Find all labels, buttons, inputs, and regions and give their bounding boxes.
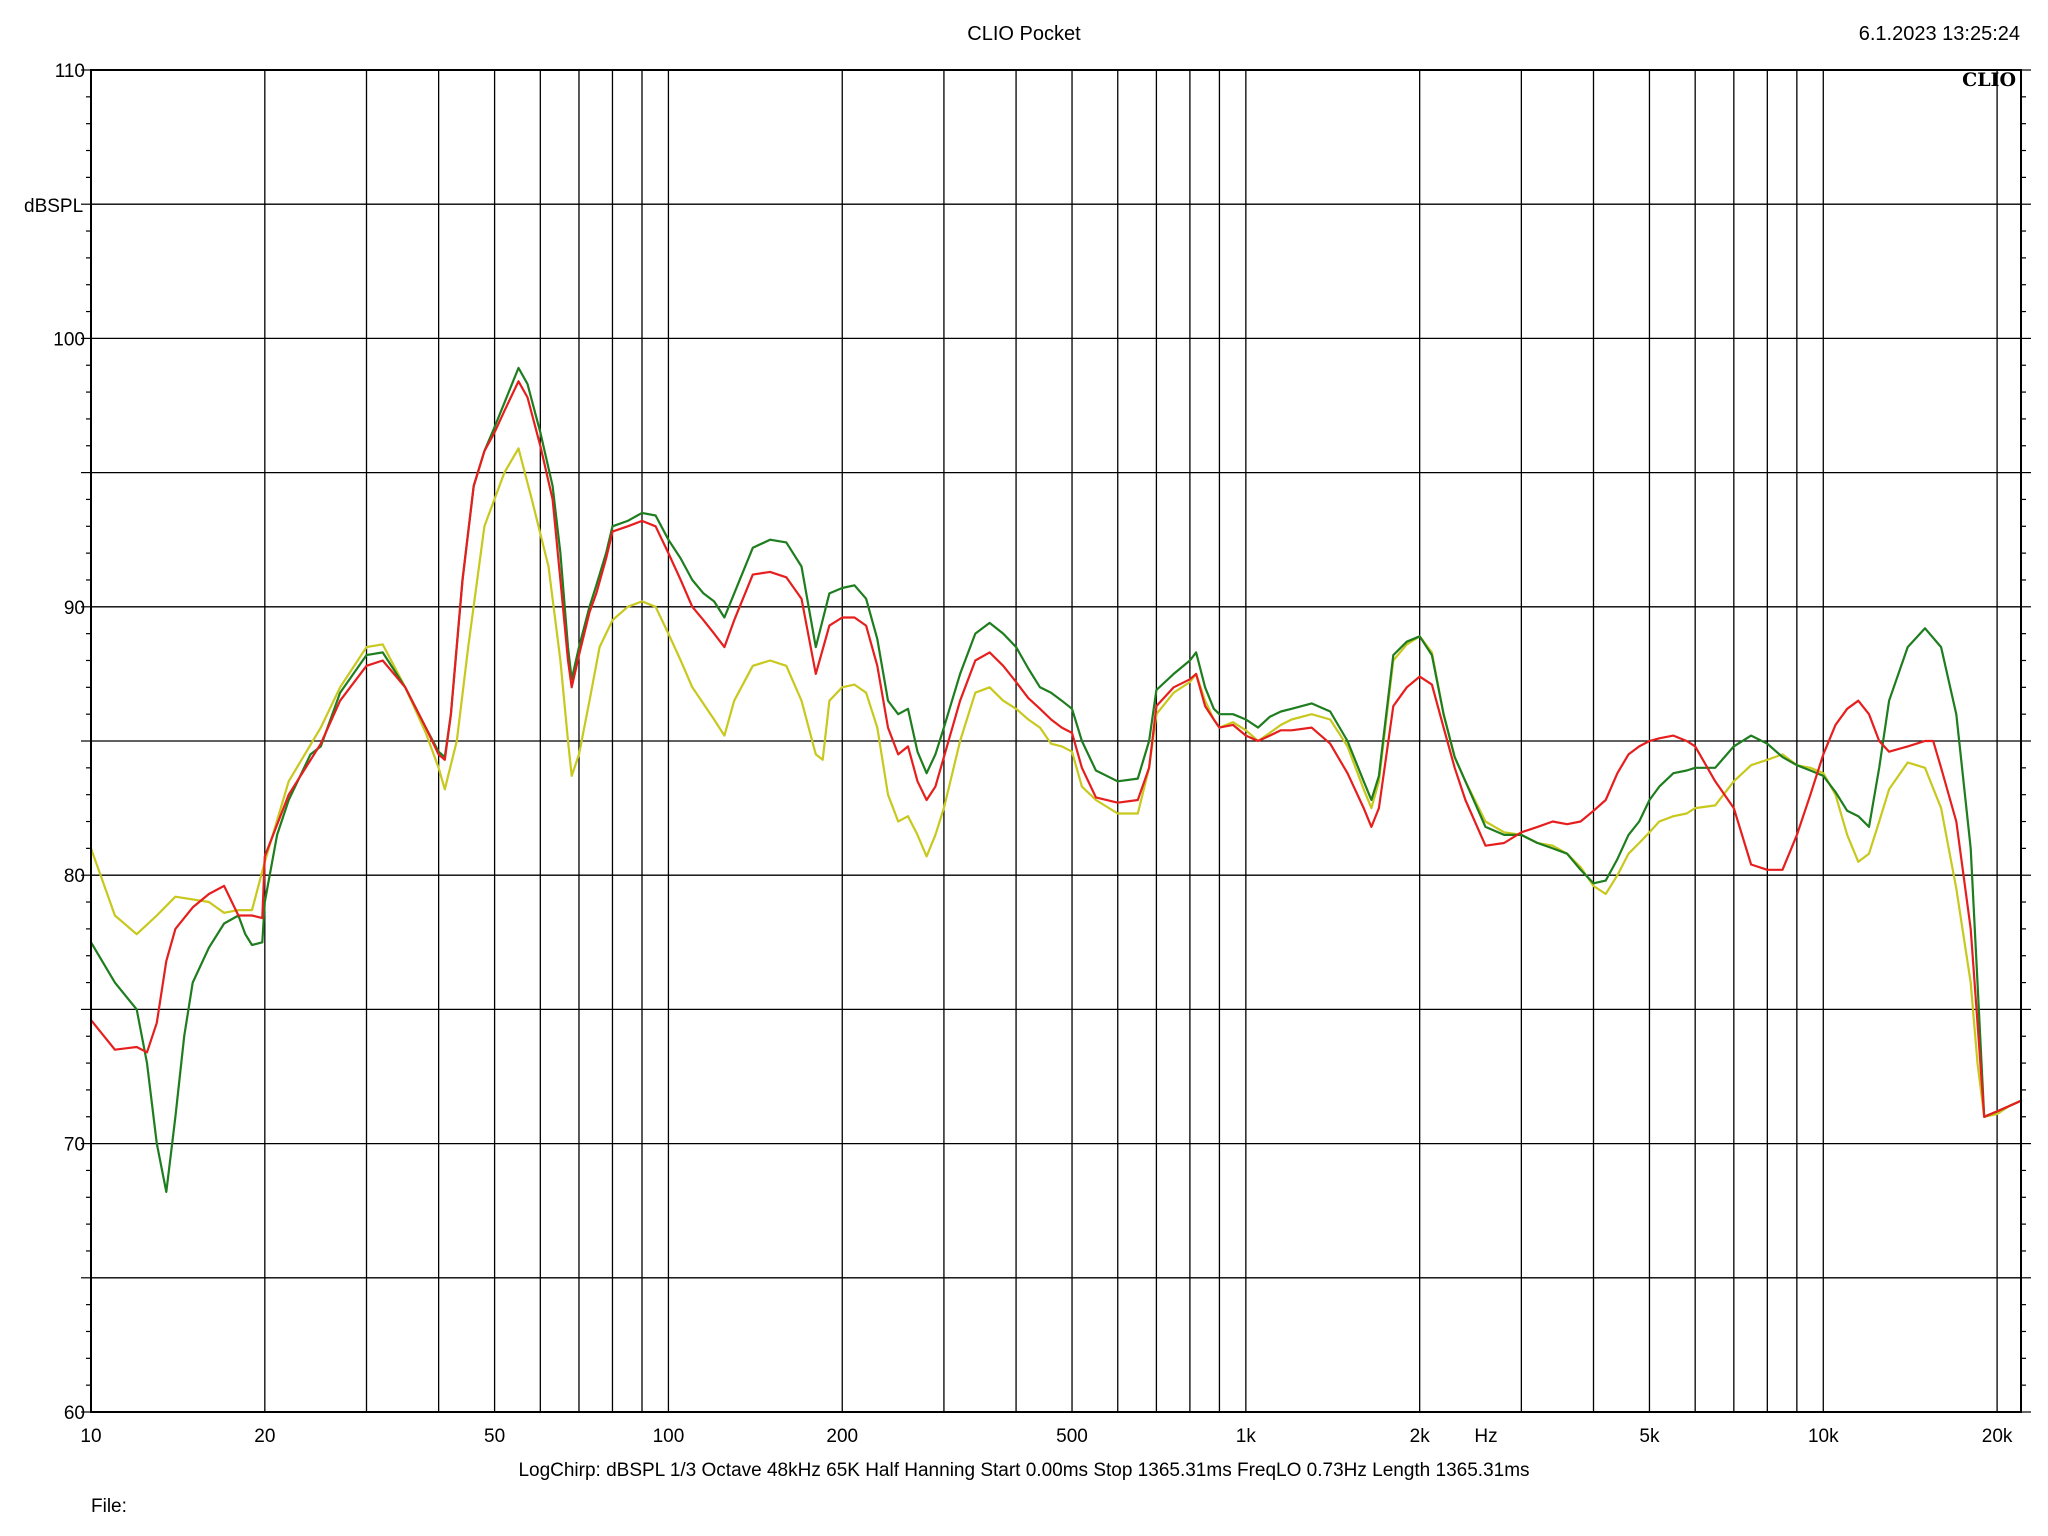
series-line-2 <box>89 380 2023 1118</box>
file-label: File: <box>91 1496 127 1517</box>
chart-title: CLIO Pocket <box>967 23 1081 45</box>
series-line-1 <box>89 366 2023 1193</box>
x-tick-label-200: 200 <box>826 1426 858 1447</box>
x-tick-label-10k: 10k <box>1808 1426 1839 1447</box>
plot-frame <box>90 69 2022 1413</box>
timestamp: 6.1.2023 13:25:24 <box>1858 23 2020 45</box>
x-axis-label: Hz <box>1474 1426 1497 1447</box>
x-tick-label-20: 20 <box>254 1426 275 1447</box>
clio-logo: CLIO <box>1962 69 2016 91</box>
chart-grid <box>91 70 2021 1412</box>
x-tick-label-20k: 20k <box>1982 1426 2013 1447</box>
chart-series <box>89 366 2023 1193</box>
y-tick-label-80: 80 <box>64 866 85 887</box>
x-tick-label-2k: 2k <box>1410 1426 1431 1447</box>
y-axis-label: dBSPL <box>24 196 83 217</box>
x-tick-label-1k: 1k <box>1236 1426 1257 1447</box>
y-tick-label-90: 90 <box>64 598 85 619</box>
y-tick-label-60: 60 <box>64 1403 85 1424</box>
x-tick-label-500: 500 <box>1056 1426 1088 1447</box>
y-tick-label-100: 100 <box>53 329 85 350</box>
chart-ticks: 60 70 80 90 100 110 10 20 50 100 200 500 1k 2k 5k 10k 20… <box>53 61 2031 1447</box>
x-tick-label-50: 50 <box>484 1426 505 1447</box>
x-tick-label-5k: 5k <box>1639 1426 1660 1447</box>
y-tick-label-70: 70 <box>64 1135 85 1156</box>
series-line-0 <box>89 447 2023 1118</box>
measurement-settings: LogChirp: dBSPL 1/3 Octave 48kHz 65K Hal… <box>518 1460 1530 1481</box>
x-tick-label-100: 100 <box>653 1426 685 1447</box>
y-tick-label-110: 110 <box>55 61 85 82</box>
x-tick-label-10: 10 <box>80 1426 101 1447</box>
